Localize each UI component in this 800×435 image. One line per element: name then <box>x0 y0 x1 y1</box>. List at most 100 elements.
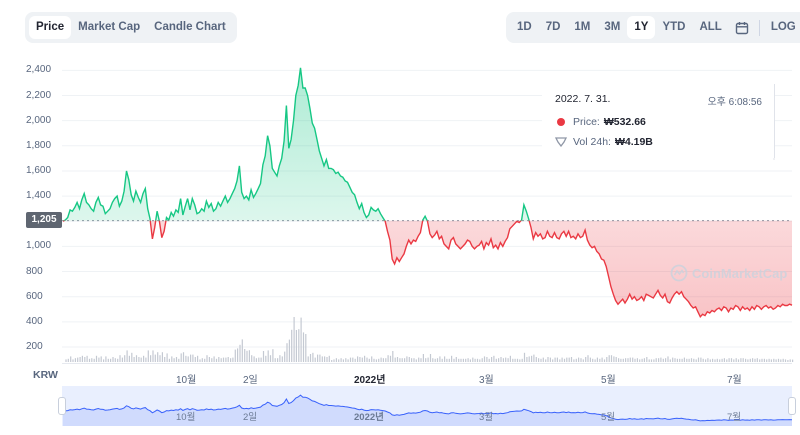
volume-bar <box>201 358 203 362</box>
volume-bar <box>406 356 408 362</box>
volume-bar <box>768 358 770 362</box>
volume-bar <box>364 355 366 362</box>
volume-bar <box>622 358 624 362</box>
volume-bar <box>422 354 424 362</box>
volume-bar <box>646 357 648 362</box>
log-toggle[interactable]: LOG <box>770 21 796 33</box>
volume-bar <box>512 358 514 362</box>
range-1d[interactable]: 1D <box>517 21 532 33</box>
volume-bar <box>392 351 394 362</box>
volume-bar <box>531 355 533 362</box>
volume-bar <box>135 355 138 362</box>
volume-bar <box>88 358 91 362</box>
volume-bar <box>592 358 594 362</box>
volume-bar <box>535 357 537 362</box>
range-1m[interactable]: 1M <box>574 21 591 33</box>
volume-bar <box>262 351 265 362</box>
volume-bar <box>112 357 114 362</box>
navigator-line <box>62 394 793 422</box>
volume-bar <box>272 349 274 362</box>
volume-bar <box>187 356 189 362</box>
volume-bar <box>328 355 330 362</box>
volume-bar <box>415 359 417 362</box>
volume-bar <box>387 355 389 362</box>
volume-bar <box>312 352 314 362</box>
tab-market-cap[interactable]: Market Cap <box>78 21 141 33</box>
volume-bar <box>258 357 260 362</box>
volume-bar <box>335 358 337 362</box>
volume-bar <box>345 358 347 362</box>
volume-bar <box>359 357 361 362</box>
volume-bar <box>756 358 758 362</box>
range-1y[interactable]: 1Y <box>627 16 656 39</box>
volume-bar <box>168 358 170 362</box>
volume-bar <box>789 359 791 362</box>
volume-bar <box>474 358 476 362</box>
volume-bar <box>563 358 566 362</box>
volume-bar <box>213 356 215 362</box>
volume-bar <box>648 359 650 362</box>
volume-bar <box>182 352 185 362</box>
volume-bar <box>556 357 558 362</box>
volume-bar <box>375 359 377 362</box>
range-ytd[interactable]: YTD <box>662 21 686 33</box>
volume-bar <box>166 353 168 362</box>
y-tick-label: 1,400 <box>26 190 52 202</box>
volume-bar <box>180 353 182 362</box>
volume-bar <box>274 358 276 362</box>
volume-bar <box>613 356 615 362</box>
volume-bar <box>483 356 486 362</box>
volume-bar <box>399 358 401 362</box>
x-tick-oct: 10월 <box>176 375 197 386</box>
volume-icon <box>555 137 567 147</box>
volume-bar <box>632 357 634 362</box>
calendar-icon[interactable] <box>729 16 755 39</box>
tab-candle-chart[interactable]: Candle Chart <box>154 21 226 33</box>
volume-bar <box>460 358 462 362</box>
range-3m[interactable]: 3M <box>604 21 621 33</box>
volume-bar <box>429 354 432 362</box>
volume-bar <box>697 357 700 362</box>
volume-bar <box>526 357 528 362</box>
volume-bar <box>333 359 335 362</box>
volume-bar <box>246 350 248 362</box>
volume-bar <box>347 359 349 362</box>
volume-bar <box>486 357 488 362</box>
volume-bar <box>199 359 201 362</box>
volume-bar <box>455 357 457 362</box>
volume-bar <box>766 359 768 362</box>
volume-bar <box>408 357 410 362</box>
volume-bar <box>338 359 340 362</box>
coinmarketcap-logo-icon <box>670 264 688 282</box>
volume-bar <box>719 359 721 362</box>
volume-bar <box>587 355 589 362</box>
volume-bar <box>777 358 780 362</box>
volume-bar <box>267 350 269 362</box>
navigator-right-handle[interactable] <box>788 397 796 415</box>
range-all[interactable]: ALL <box>699 21 722 33</box>
range-7d[interactable]: 7D <box>545 21 561 33</box>
volume-bar <box>629 357 631 362</box>
volume-bar <box>451 355 453 362</box>
volume-bar <box>780 359 782 362</box>
volume-bar <box>728 358 730 362</box>
volume-bar <box>143 355 145 362</box>
volume-bar <box>244 349 246 362</box>
y-tick-label: 200 <box>26 341 43 352</box>
y-tick-label: 2,000 <box>26 114 52 126</box>
volume-bar <box>714 359 716 362</box>
volume-bar <box>615 357 617 362</box>
volume-bar <box>545 359 547 362</box>
volume-bar <box>371 356 373 362</box>
watermark-text: CoinMarketCap <box>692 265 788 281</box>
chart-type-tabs: Price Market Cap Candle Chart <box>25 12 237 43</box>
tab-price[interactable]: Price <box>29 16 72 39</box>
volume-bar <box>726 359 728 362</box>
volume-bar <box>378 358 380 362</box>
volume-bar <box>634 358 636 362</box>
navigator-left-handle[interactable] <box>58 397 66 415</box>
volume-bar <box>650 359 653 362</box>
volume-bar <box>98 357 100 362</box>
volume-bar <box>669 359 671 362</box>
